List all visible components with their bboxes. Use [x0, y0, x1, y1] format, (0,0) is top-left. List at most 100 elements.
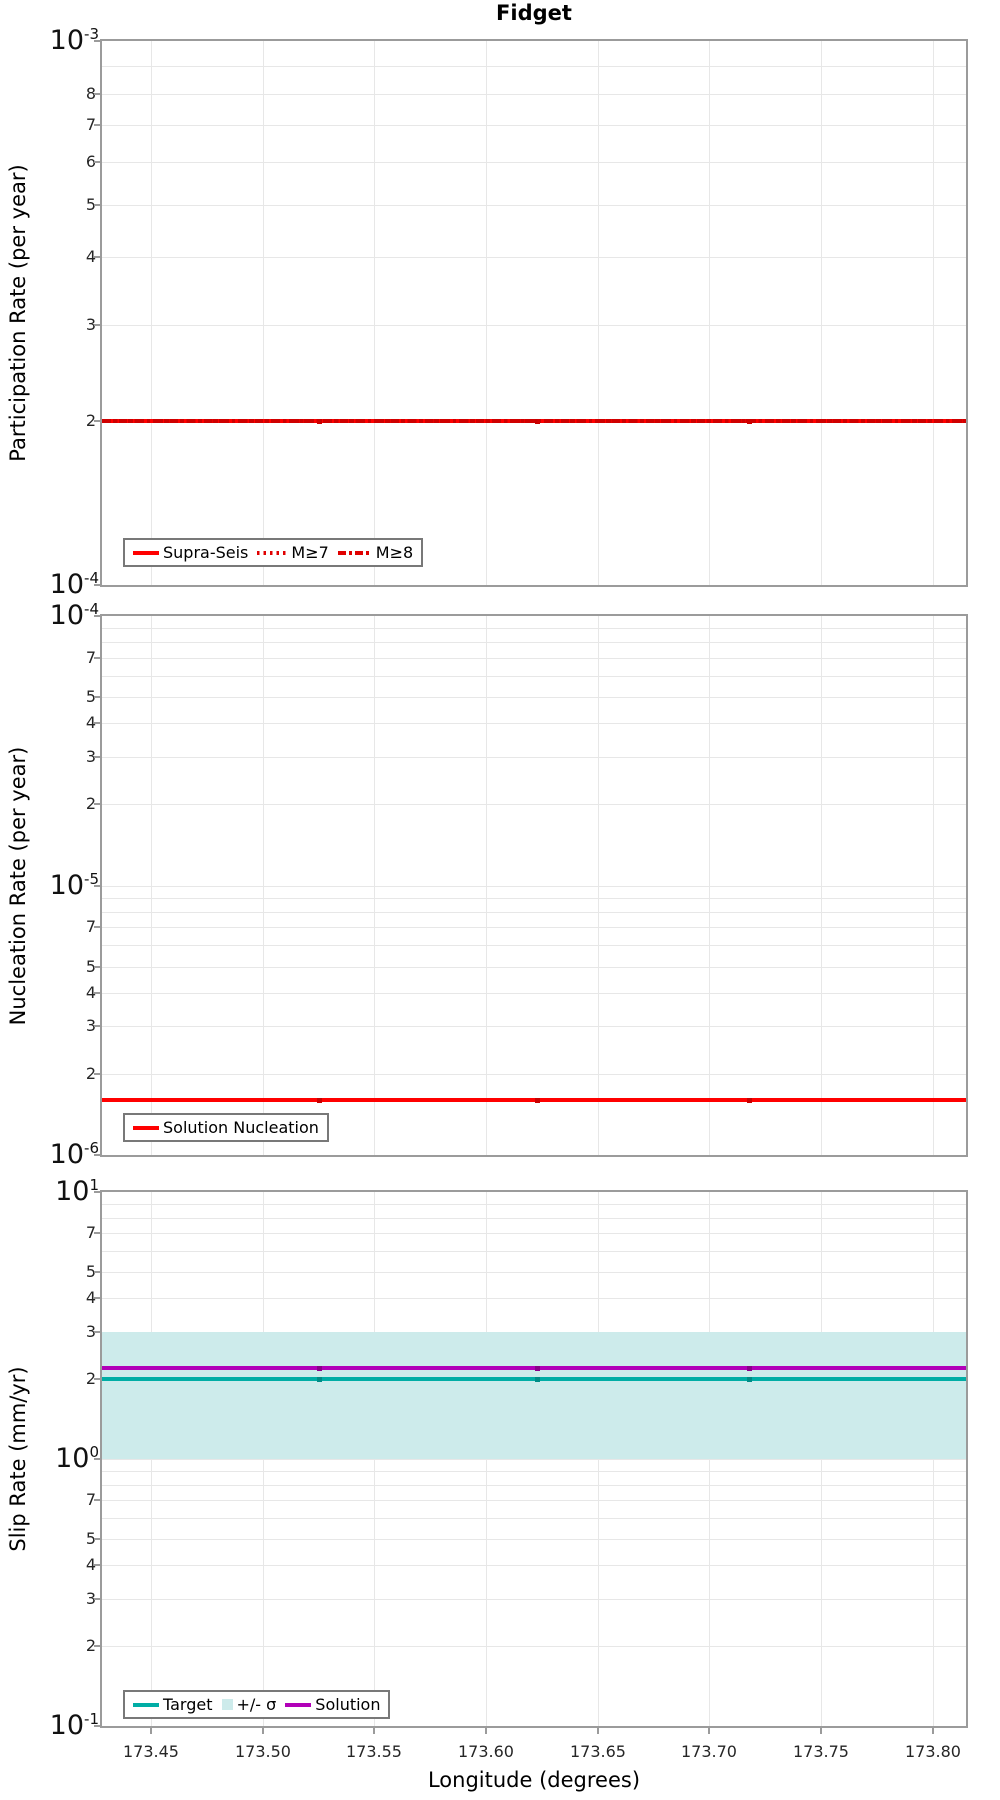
y-gridline: [102, 1074, 966, 1075]
x-gridline: [486, 41, 487, 585]
y-gridline: [102, 205, 966, 206]
y-gridline: [102, 757, 966, 758]
y-gridline: [102, 1500, 966, 1501]
y-gridline: [102, 325, 966, 326]
y-decade-label: 10-4: [49, 569, 99, 600]
legend-swatch-dotted: [257, 550, 288, 555]
y-gridline: [102, 676, 966, 677]
x-tick-label: 173.55: [346, 1742, 402, 1761]
y-tick-mark: [94, 1499, 100, 1501]
x-tick-label: 173.70: [681, 1742, 737, 1761]
y-tick-mark: [94, 1025, 100, 1027]
y-gridline: [102, 94, 966, 95]
legend-label: Target: [163, 1695, 213, 1714]
y-tick-mark: [94, 992, 100, 994]
y-tick-mark: [94, 204, 100, 206]
legend: Target +/- σ Solution: [123, 1690, 391, 1719]
legend-item: Solution Nucleation: [133, 1118, 319, 1137]
y-gridline: [102, 628, 966, 629]
y-axis-label: Nucleation Rate (per year): [6, 746, 30, 1026]
y-tick-label: 2: [85, 1064, 96, 1083]
y-gridline: [102, 993, 966, 994]
x-tick-mark: [262, 1728, 264, 1734]
legend-label: Solution: [315, 1695, 381, 1714]
y-tick-label: 4: [85, 983, 96, 1002]
page-title: Fidget: [496, 1, 572, 25]
x-tick-label: 173.80: [905, 1742, 961, 1761]
x-gridline: [151, 41, 152, 585]
y-tick-label: 3: [85, 1589, 96, 1608]
y-gridline: [102, 1459, 966, 1460]
y-tick-label: 2: [85, 1369, 96, 1388]
y-gridline: [102, 927, 966, 928]
y-tick-mark: [94, 124, 100, 126]
chart-panel: [100, 39, 968, 587]
x-gridline: [933, 616, 934, 1155]
y-gridline: [102, 642, 966, 643]
sigma-band: [102, 1332, 966, 1459]
y-gridline: [102, 723, 966, 724]
x-gridline: [263, 616, 264, 1155]
y-axis-label: Slip Rate (mm/yr): [6, 1366, 30, 1552]
y-decade-label: 100: [55, 1443, 99, 1474]
x-axis-label: Longitude (degrees): [427, 1768, 641, 1792]
legend-label: Solution Nucleation: [163, 1118, 319, 1137]
y-tick-label: 7: [85, 1490, 96, 1509]
data-point-marker: [535, 1098, 540, 1103]
y-tick-mark: [94, 40, 100, 42]
y-tick-mark: [94, 1154, 100, 1156]
y-gridline: [102, 1298, 966, 1299]
y-gridline: [102, 1272, 966, 1273]
y-tick-label: 5: [85, 957, 96, 976]
data-point-marker: [535, 1377, 540, 1382]
y-gridline: [102, 1471, 966, 1472]
y-tick-mark: [94, 803, 100, 805]
y-tick-mark: [94, 756, 100, 758]
x-tick-label: 173.60: [458, 1742, 514, 1761]
legend: Solution Nucleation: [123, 1113, 329, 1142]
data-point-marker: [747, 1366, 752, 1371]
y-tick-mark: [94, 1725, 100, 1727]
y-gridline: [102, 257, 966, 258]
legend: Supra-Seis M≥7 M≥8: [123, 538, 424, 567]
x-gridline: [933, 41, 934, 585]
y-gridline: [102, 1233, 966, 1234]
x-gridline: [709, 41, 710, 585]
x-gridline: [374, 616, 375, 1155]
y-tick-mark: [94, 1073, 100, 1075]
y-gridline: [102, 1539, 966, 1540]
y-gridline: [102, 1646, 966, 1647]
y-tick-mark: [94, 584, 100, 586]
y-gridline: [102, 1204, 966, 1205]
y-gridline: [102, 1218, 966, 1219]
y-tick-mark: [94, 1564, 100, 1566]
legend-swatch-dashdot: [337, 550, 372, 555]
y-gridline: [102, 945, 966, 946]
legend-label: M≥8: [375, 543, 414, 562]
data-point-marker: [317, 1377, 322, 1382]
y-axis-label: Participation Rate (per year): [6, 164, 30, 462]
legend-swatch-solid: [133, 550, 159, 555]
y-tick-mark: [94, 885, 100, 887]
y-tick-mark: [94, 1538, 100, 1540]
y-decade-label: 10-5: [49, 870, 99, 901]
y-gridline: [102, 162, 966, 163]
x-gridline: [821, 41, 822, 585]
y-tick-mark: [94, 1191, 100, 1193]
data-point-marker: [317, 1366, 322, 1371]
x-gridline: [598, 41, 599, 585]
y-tick-label: 8: [85, 84, 96, 103]
y-tick-mark: [94, 615, 100, 617]
x-tick-mark: [150, 1728, 152, 1734]
y-tick-label: 7: [85, 648, 96, 667]
x-tick-mark: [932, 1728, 934, 1734]
y-gridline: [102, 967, 966, 968]
legend-item: M≥7: [257, 543, 329, 562]
y-tick-mark: [94, 1331, 100, 1333]
x-gridline: [598, 616, 599, 1155]
y-tick-label: 4: [85, 1555, 96, 1574]
y-gridline: [102, 1485, 966, 1486]
chart-panel: [100, 1190, 968, 1728]
x-gridline: [821, 616, 822, 1155]
